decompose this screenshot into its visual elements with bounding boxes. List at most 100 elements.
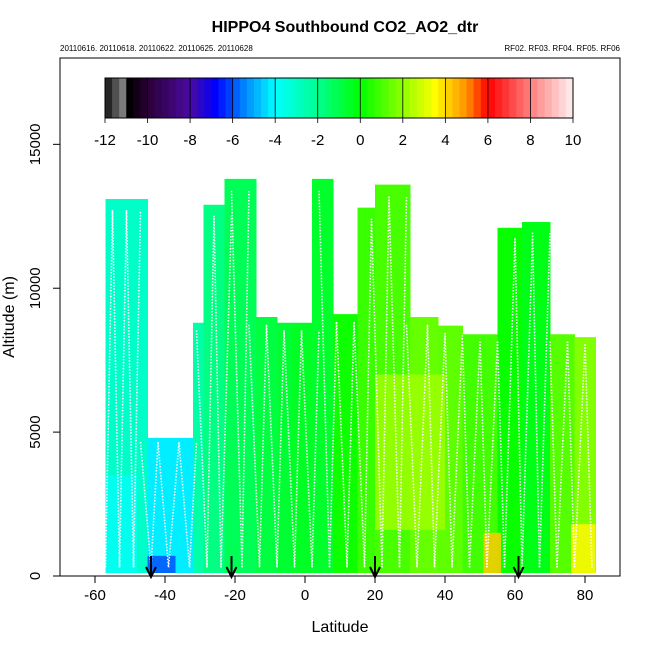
colorbar-swatch <box>466 78 475 118</box>
profile-track <box>363 218 373 568</box>
colorbar-swatch <box>431 78 439 118</box>
colorbar-swatch <box>395 78 404 118</box>
x-tick-label: 20 <box>367 587 384 604</box>
flight-dates-label: 20110616. 20110618. 20110622. 20110625. … <box>60 44 253 53</box>
colorbar-tick-label: -12 <box>94 132 116 149</box>
colorbar-tick-label: -10 <box>137 132 159 149</box>
profile-track <box>503 238 516 568</box>
profile-track <box>104 210 114 568</box>
colorbar-swatch <box>268 78 276 118</box>
colorbar-swatch <box>275 78 283 118</box>
colorbar-swatch <box>417 78 425 118</box>
colorbar-swatch <box>374 78 383 118</box>
colorbar-swatch <box>324 78 333 118</box>
profile-track <box>335 321 348 568</box>
colorbar-swatch <box>558 78 567 118</box>
colorbar-tick-label: 2 <box>399 132 407 149</box>
colorbar-tick-label: -8 <box>183 132 196 149</box>
flight-column <box>277 322 292 573</box>
x-tick-label: -40 <box>154 587 176 604</box>
colorbar-swatch <box>303 78 312 118</box>
colorbar-swatch <box>175 78 184 118</box>
profile-track <box>426 324 436 568</box>
colorbar-swatch <box>190 78 198 118</box>
colorbar-swatch <box>360 78 368 118</box>
colorbar-tick-label: 6 <box>484 132 492 149</box>
profile-track <box>405 324 418 568</box>
colorbar-swatch <box>140 78 149 118</box>
colorbar-swatch <box>523 78 532 118</box>
profile-track <box>346 321 355 568</box>
colorbar-swatch <box>445 78 454 118</box>
x-tick-label: -20 <box>224 587 246 604</box>
flight-column <box>256 317 278 573</box>
flight-column <box>147 437 194 573</box>
flight-column <box>291 322 313 573</box>
colorbar-swatch <box>516 78 524 118</box>
colorbar-swatch <box>473 78 482 118</box>
profile-track <box>416 324 429 568</box>
profile-track <box>573 344 586 568</box>
profile-track <box>125 210 135 568</box>
colorbar-swatch <box>367 78 376 118</box>
colorbar-swatch <box>551 78 560 118</box>
colorbar-swatch <box>495 78 503 118</box>
colorbar-swatch <box>381 78 390 118</box>
flight-marker-arrow-head <box>145 566 157 580</box>
colorbar-swatch <box>509 78 517 118</box>
colorbar-swatch <box>530 78 539 118</box>
colorbar-swatch <box>211 78 220 118</box>
colorbar-swatch <box>424 78 432 118</box>
colorbar-swatch <box>353 78 361 118</box>
colorbar-swatch <box>289 78 298 118</box>
data-layer <box>105 178 596 574</box>
profile-track <box>398 196 408 568</box>
colorbar-swatch <box>232 78 241 118</box>
profile-track <box>311 330 320 568</box>
colorbar-swatch <box>459 78 468 118</box>
colorbar-swatch <box>388 78 397 118</box>
colorbar-swatch <box>239 78 248 118</box>
flight-marker-arrow-head <box>225 566 238 580</box>
colorbar-swatch <box>119 78 127 118</box>
profile-track <box>195 330 208 568</box>
x-axis-label: Latitude <box>312 619 369 636</box>
colorbar-swatch <box>282 78 290 118</box>
profile-track <box>265 324 278 568</box>
profile-track <box>514 238 523 568</box>
flight-ids-label: RF02. RF03. RF04. RF05. RF06 <box>504 44 620 53</box>
colorbar-tick-label: 4 <box>441 132 449 149</box>
profile-track <box>521 238 534 568</box>
colorbar-swatch <box>183 78 191 118</box>
colorbar-tick-label: 8 <box>526 132 534 149</box>
profile-track <box>283 330 296 568</box>
profile-track <box>300 330 313 568</box>
flight-markers <box>145 556 525 580</box>
flight-column <box>357 207 376 573</box>
colorbar-swatch <box>296 78 305 118</box>
x-tick-label: 40 <box>437 587 454 604</box>
flight-marker-arrow-head <box>512 566 525 580</box>
colorbar-tick-label: 0 <box>356 132 364 149</box>
profile-track <box>433 333 446 568</box>
colorbar-swatch <box>310 78 319 118</box>
profile-track <box>353 321 366 568</box>
profile-track <box>538 232 551 568</box>
flight-column <box>193 322 204 573</box>
y-tick-label: 10000 <box>27 267 44 309</box>
profile-track <box>118 210 128 568</box>
flight-column <box>312 178 334 573</box>
colorbar-swatch <box>204 78 212 118</box>
colorbar-swatch <box>246 78 255 118</box>
colorbar-swatch <box>161 78 170 118</box>
profile-track <box>328 321 338 568</box>
profile-track <box>111 210 121 568</box>
colorbar-swatch <box>253 78 262 118</box>
x-tick-label: -60 <box>84 587 106 604</box>
profile-track <box>258 324 268 568</box>
profile-track <box>248 324 261 568</box>
colorbar: -12 -10 -8 -6 -4 -2 0 2 4 6 8 10 <box>94 77 581 149</box>
colorbar-tick-label: -4 <box>269 132 282 149</box>
colorbar-swatch <box>197 78 205 118</box>
